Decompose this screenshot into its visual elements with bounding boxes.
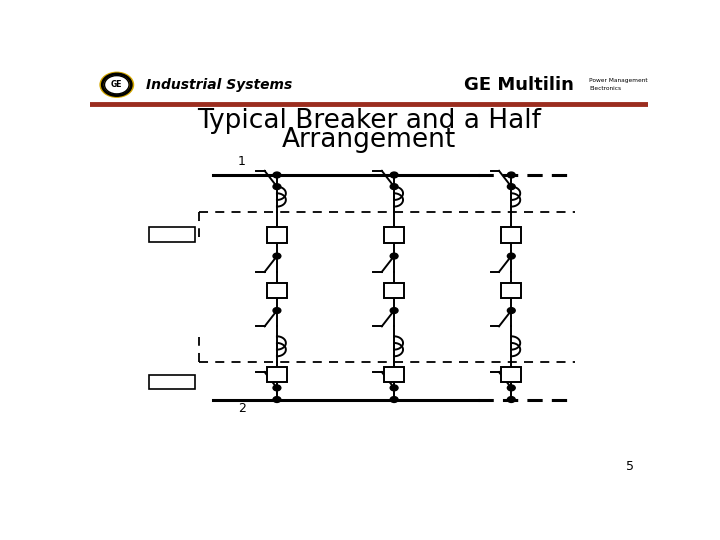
Bar	[384, 367, 404, 382]
Text: GE: GE	[111, 80, 122, 89]
Circle shape	[508, 253, 516, 259]
Circle shape	[508, 184, 516, 190]
Text: 5: 5	[626, 460, 634, 473]
Circle shape	[273, 172, 281, 178]
Bar	[148, 375, 195, 389]
Text: 87-1: 87-1	[158, 228, 186, 241]
Text: 87-2: 87-2	[158, 375, 186, 389]
Circle shape	[390, 308, 398, 313]
Circle shape	[508, 396, 516, 402]
Bar	[501, 367, 521, 382]
Text: Power Management: Power Management	[590, 78, 648, 83]
Text: Arrangement: Arrangement	[282, 127, 456, 153]
Text: Industrial Systems: Industrial Systems	[145, 78, 292, 92]
Text: 1: 1	[238, 154, 246, 167]
Bar	[501, 227, 521, 243]
Circle shape	[508, 385, 516, 391]
Circle shape	[390, 396, 398, 402]
Bar	[267, 227, 287, 243]
Circle shape	[390, 385, 398, 391]
Circle shape	[273, 184, 281, 190]
Circle shape	[104, 76, 129, 94]
Circle shape	[390, 172, 398, 178]
Bar	[148, 227, 195, 241]
Bar	[267, 282, 287, 299]
Bar	[384, 282, 404, 299]
Circle shape	[273, 253, 281, 259]
Circle shape	[390, 184, 398, 190]
Circle shape	[508, 172, 516, 178]
Text: Typical Breaker and a Half: Typical Breaker and a Half	[197, 109, 541, 134]
Bar	[384, 227, 404, 243]
Circle shape	[390, 253, 398, 259]
Circle shape	[100, 72, 133, 97]
Text: Electronics: Electronics	[590, 85, 621, 91]
Circle shape	[273, 385, 281, 391]
Text: 2: 2	[238, 402, 246, 415]
Text: GE Multilin: GE Multilin	[464, 76, 574, 94]
Circle shape	[273, 308, 281, 313]
Bar	[501, 282, 521, 299]
Circle shape	[508, 308, 516, 313]
Circle shape	[273, 396, 281, 402]
Bar	[267, 367, 287, 382]
